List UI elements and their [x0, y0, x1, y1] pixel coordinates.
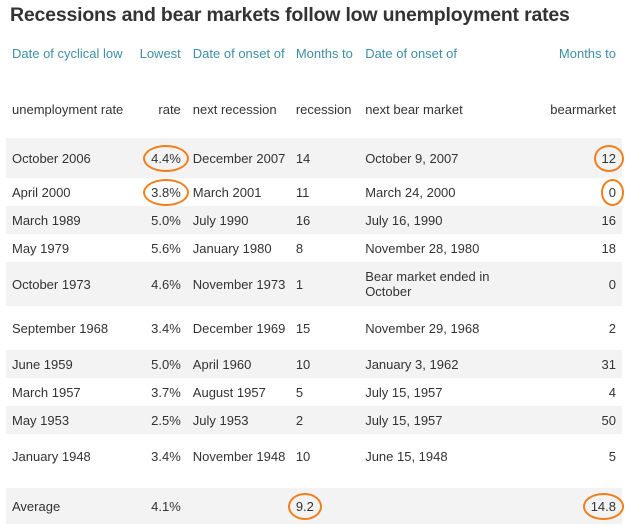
row-lowest-rate: 3.8% — [143, 178, 189, 206]
row-onset-bear: November 29, 1968 — [365, 320, 480, 336]
row-onset-recession: November 1948 — [192, 448, 286, 464]
row-date-low: March 1957 — [12, 384, 81, 400]
row-lowest-rate: 5.6% — [151, 240, 181, 256]
table-row: January 1948 3.4% November 1948 10 June 15, … — [6, 434, 622, 478]
row-onset-bear: January 3, 1962 — [365, 356, 459, 372]
row-months-recession: 5 — [295, 384, 304, 400]
header-row: Date of cyclical low Lowest Date of onse… — [6, 42, 622, 90]
row-lowest-rate: 3.7% — [151, 384, 181, 400]
row-months-recession: 10 — [295, 356, 311, 372]
average-months-recession: 9.2 — [287, 492, 323, 520]
table-row: October 1973 4.6% November 1973 1 Bear marke… — [6, 262, 622, 306]
row-months-recession: 14 — [295, 150, 311, 166]
row-date-low: June 1959 — [12, 356, 73, 372]
row-onset-bear: October 9, 2007 — [365, 150, 459, 166]
row-months-bear: 18 — [601, 240, 616, 256]
row-months-bear: 0 — [608, 276, 616, 292]
table-row: September 1968 3.4% December 1969 15 Novembe… — [6, 306, 622, 350]
subheader-onset-bear: next bear market — [365, 101, 463, 117]
row-months-bear: 16 — [601, 212, 616, 228]
subheader-months-bear: bearmarket — [550, 101, 616, 117]
table-row: May 1953 2.5% July 1953 2 July 15, 1957 50 — [6, 406, 622, 434]
row-lowest-rate: 5.0% — [151, 212, 181, 228]
table-row: April 2000 3.8% March 2001 11 March 24, 2000… — [6, 178, 625, 206]
average-label: Average — [12, 498, 61, 514]
average-row: Average 4.1% 9.2 14.8 — [6, 488, 625, 524]
row-months-recession: 11 — [295, 184, 310, 200]
row-onset-recession: November 1973 — [192, 276, 286, 292]
row-months-bear: 4 — [608, 384, 616, 400]
row-onset-recession: January 1980 — [192, 240, 272, 256]
row-lowest-rate: 5.0% — [151, 356, 181, 372]
row-onset-bear: July 15, 1957 — [365, 412, 443, 428]
row-date-low: May 1953 — [12, 412, 70, 428]
recession-table: Date of cyclical low Lowest Date of onse… — [6, 42, 625, 524]
row-date-low: September 1968 — [12, 320, 109, 336]
row-lowest-rate: 2.5% — [151, 412, 181, 428]
row-months-recession: 15 — [295, 320, 311, 336]
row-onset-recession: December 1969 — [192, 320, 286, 336]
row-onset-recession: July 1990 — [192, 212, 249, 228]
row-onset-recession: March 2001 — [192, 184, 262, 200]
row-months-recession: 1 — [295, 276, 304, 292]
row-months-recession: 2 — [295, 412, 304, 428]
row-months-bear: 0 — [600, 178, 625, 206]
table-row: March 1989 5.0% July 1990 16 July 16, 1990 16 — [6, 206, 622, 234]
row-lowest-rate: 4.6% — [151, 276, 181, 292]
row-months-bear: 31 — [601, 356, 616, 372]
row-date-low: October 2006 — [12, 150, 91, 166]
row-months-recession: 8 — [295, 240, 304, 256]
subheader-months-recession: recession — [295, 101, 352, 117]
row-date-low: May 1979 — [12, 240, 70, 256]
subheader-date-low: unemployment rate — [12, 101, 124, 117]
row-lowest-rate: 3.4% — [151, 448, 181, 464]
row-onset-recession: July 1953 — [192, 412, 249, 428]
row-months-bear: 5 — [608, 448, 616, 464]
header-lowest: Lowest — [139, 46, 181, 61]
header-date-low: Date of cyclical low — [12, 46, 123, 61]
subheader-onset-recession: next recession — [192, 101, 277, 117]
row-months-recession: 10 — [295, 448, 311, 464]
row-lowest-rate: 4.4% — [143, 144, 189, 172]
row-date-low: March 1989 — [12, 212, 81, 228]
row-months-bear: 50 — [601, 412, 616, 428]
average-months-bear: 14.8 — [582, 492, 625, 520]
row-date-low: January 1948 — [12, 448, 91, 464]
table-row: March 1957 3.7% August 1957 5 July 15, 1957 4 — [6, 378, 622, 406]
page-title: Recessions and bear markets follow low u… — [10, 4, 570, 26]
row-lowest-rate: 3.4% — [151, 320, 181, 336]
row-onset-bear: June 15, 1948 — [365, 448, 448, 464]
row-onset-recession: April 1960 — [192, 356, 252, 372]
table-row: May 1979 5.6% January 1980 8 November 28, 19… — [6, 234, 622, 262]
row-onset-bear: Bear market ended in October — [365, 269, 490, 299]
row-months-bear: 12 — [593, 144, 625, 172]
header-months-bear: Months to — [558, 46, 616, 61]
row-months-bear: 2 — [608, 320, 616, 336]
row-months-recession: 16 — [295, 212, 311, 228]
table-row: October 2006 4.4% December 2007 14 October 9… — [6, 138, 625, 178]
row-onset-bear: March 24, 2000 — [365, 184, 456, 200]
header-onset-recession: Date of onset of — [192, 46, 285, 61]
row-onset-bear: November 28, 1980 — [365, 240, 480, 256]
row-date-low: October 1973 — [12, 276, 91, 292]
table-row: June 1959 5.0% April 1960 10 January 3, 1962… — [6, 350, 622, 378]
row-onset-recession: December 2007 — [192, 150, 286, 166]
subheader-row: unemployment rate rate next recession re… — [6, 90, 622, 128]
row-onset-recession: August 1957 — [192, 384, 266, 400]
row-onset-bear: July 16, 1990 — [365, 212, 443, 228]
row-date-low: April 2000 — [12, 184, 71, 200]
header-months-recession: Months to — [295, 46, 353, 61]
header-onset-bear: Date of onset of — [365, 46, 457, 61]
subheader-lowest: rate — [158, 101, 181, 117]
row-onset-bear: July 15, 1957 — [365, 384, 443, 400]
average-rate: 4.1% — [151, 498, 181, 514]
